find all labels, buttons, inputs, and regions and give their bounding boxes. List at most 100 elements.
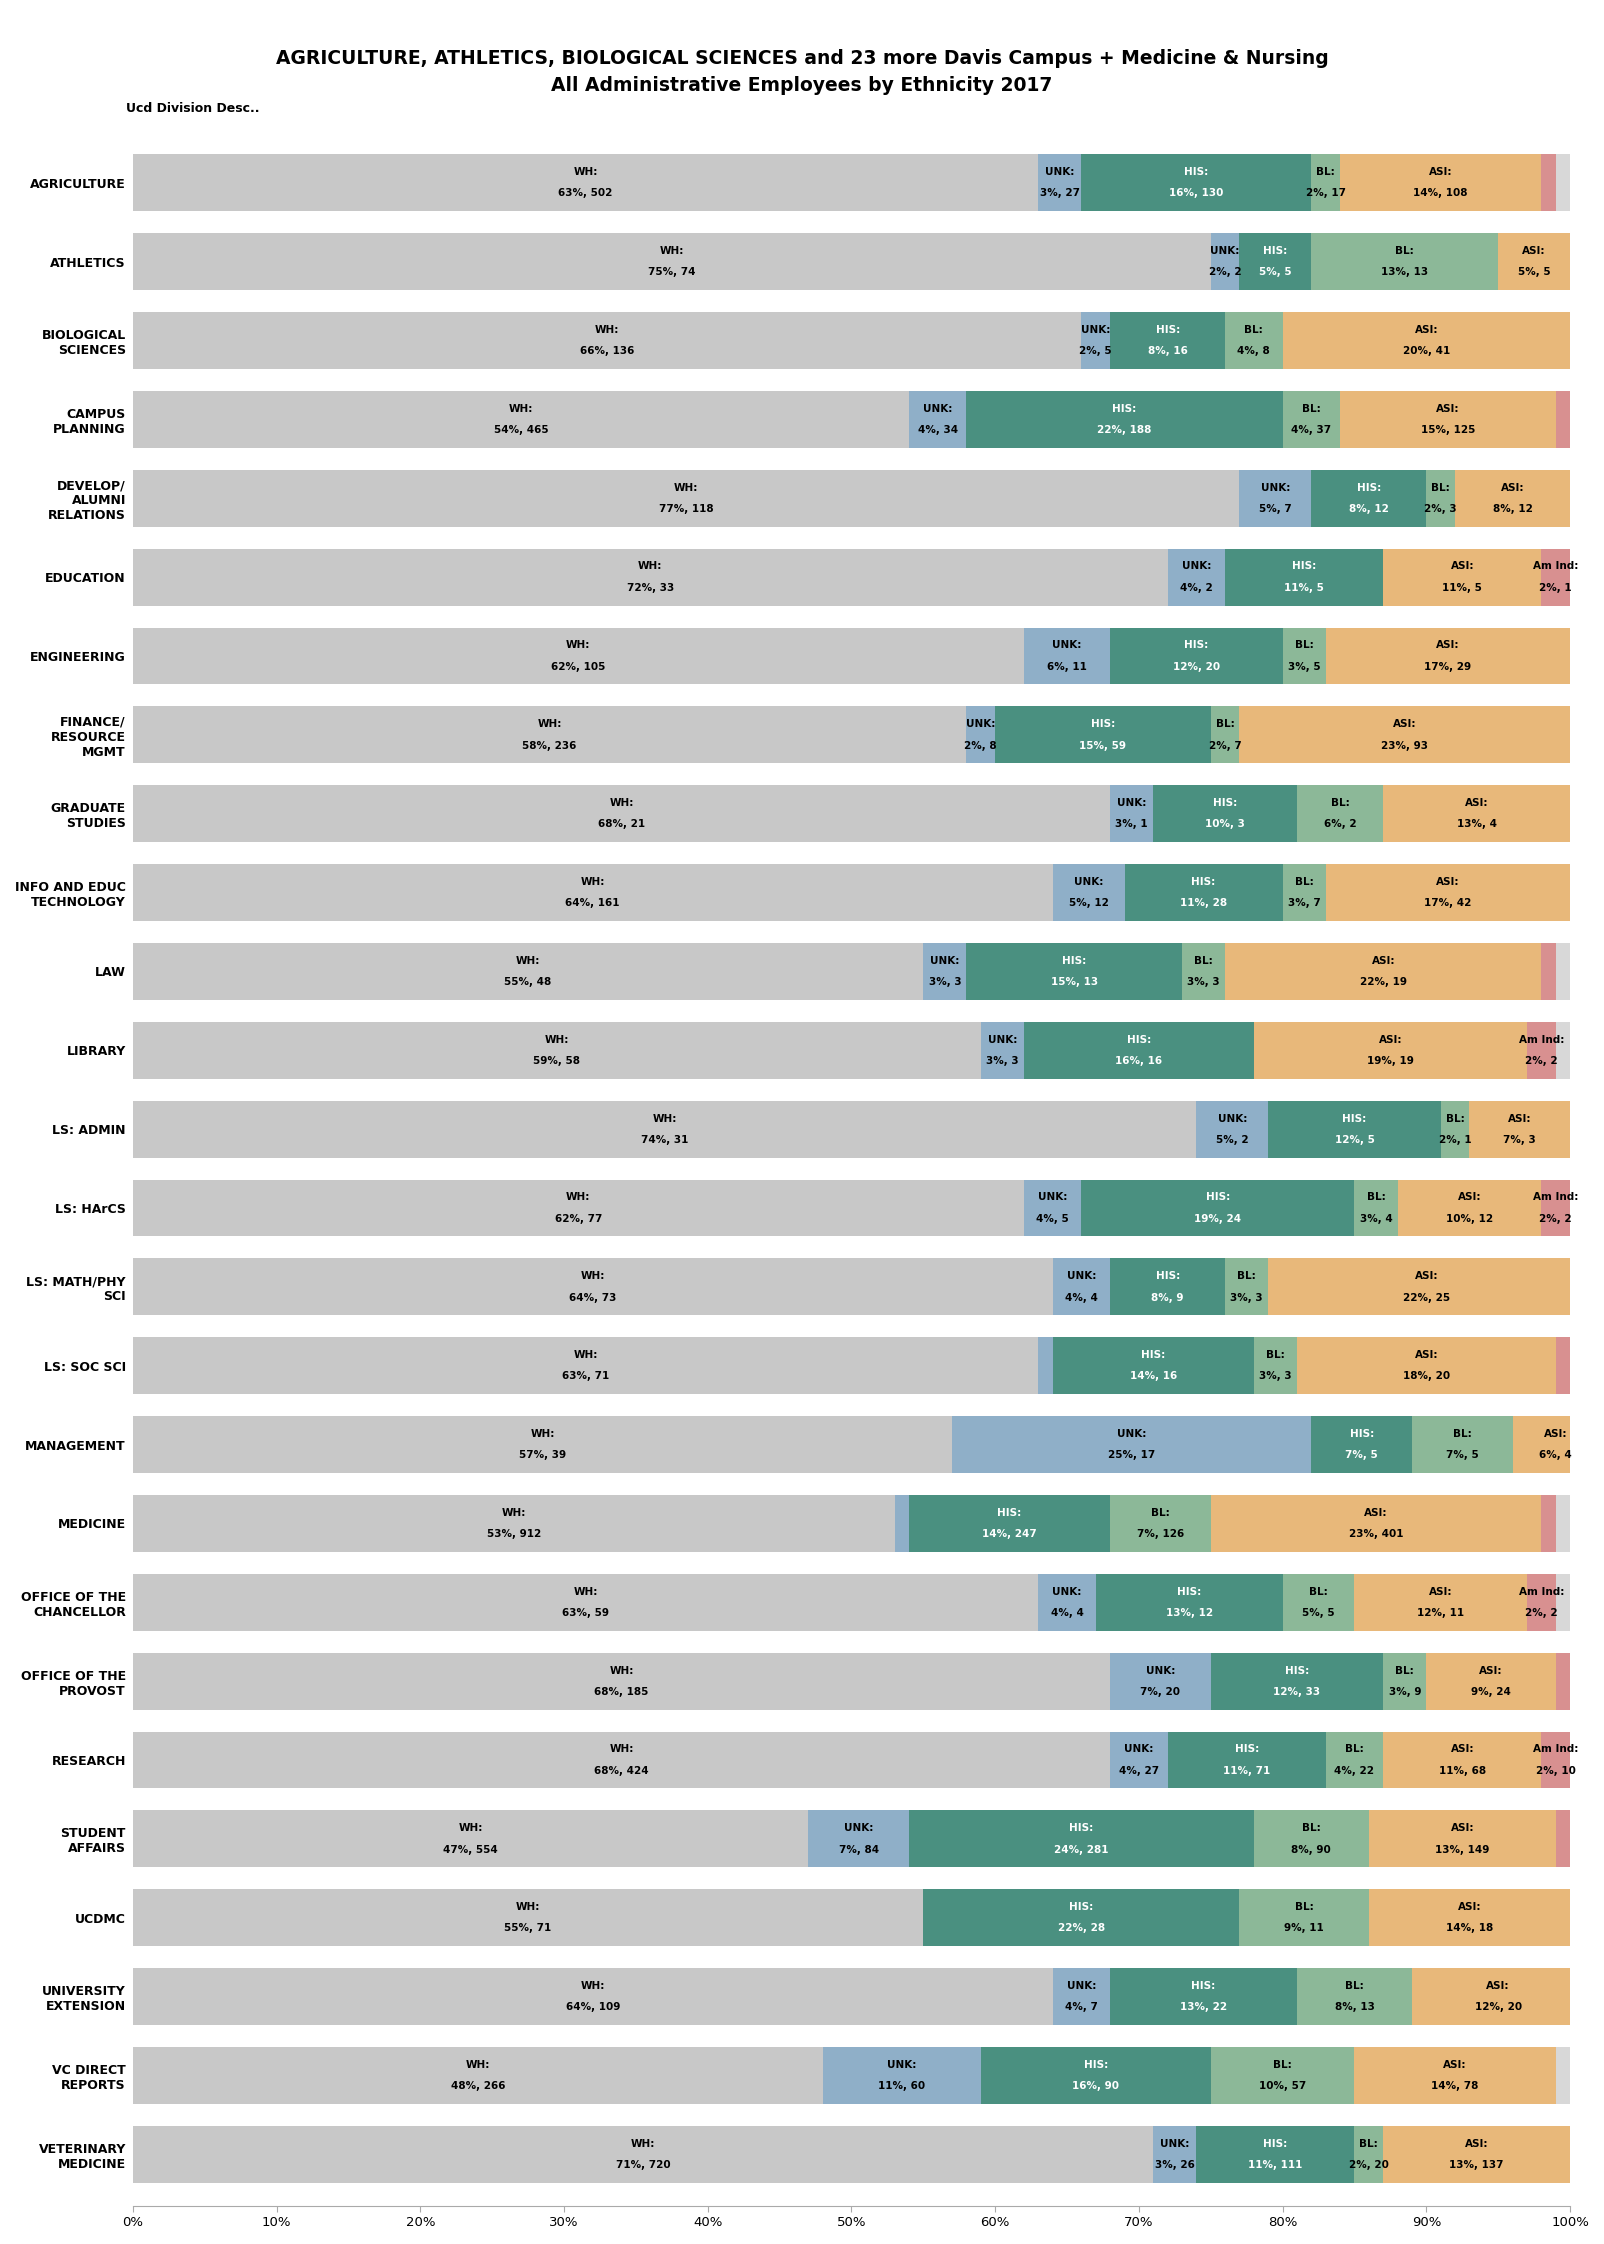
Bar (133, 1495, 895, 1553)
Text: AGRICULTURE, ATHLETICS, BIOLOGICAL SCIENCES and 23 more Davis Campus + Medicine : AGRICULTURE, ATHLETICS, BIOLOGICAL SCIEN… (276, 49, 1328, 67)
Text: 4%, 22: 4%, 22 (1335, 1766, 1375, 1775)
Bar (133, 942, 1570, 1001)
Text: ASI:: ASI: (1436, 640, 1460, 651)
Bar (1426, 1654, 1556, 1710)
Text: WH:: WH: (610, 1744, 634, 1755)
Bar (133, 1259, 1570, 1315)
Text: HIS:: HIS: (1264, 2139, 1288, 2150)
Text: ASI:: ASI: (1444, 2060, 1466, 2069)
Text: HIS:: HIS: (1070, 1822, 1094, 1833)
Bar (1368, 1811, 1556, 1867)
Text: 22%, 25: 22%, 25 (1404, 1293, 1450, 1302)
Bar (1339, 155, 1541, 211)
Bar (895, 1495, 909, 1553)
Text: 15%, 59: 15%, 59 (1079, 741, 1126, 749)
Text: 10%, 57: 10%, 57 (1259, 2080, 1306, 2091)
Bar (1469, 1102, 1570, 1158)
Text: ASI:: ASI: (1365, 1508, 1387, 1517)
Text: WH:: WH: (581, 1981, 605, 1990)
Bar (133, 2125, 1570, 2183)
Text: 13%, 4: 13%, 4 (1456, 819, 1497, 830)
Text: 3%, 5: 3%, 5 (1288, 662, 1320, 671)
Bar (133, 1654, 1110, 1710)
Text: ASI:: ASI: (1545, 1429, 1567, 1438)
Bar (1225, 1259, 1269, 1315)
Text: 12%, 20: 12%, 20 (1474, 2002, 1522, 2013)
Text: 14%, 16: 14%, 16 (1129, 1371, 1177, 1382)
Text: 8%, 12: 8%, 12 (1493, 505, 1532, 514)
Bar (1096, 1573, 1283, 1631)
Bar (133, 2047, 1570, 2105)
Text: 3%, 1: 3%, 1 (1115, 819, 1148, 830)
Bar (133, 942, 924, 1001)
Bar (133, 1889, 924, 1946)
Text: Am Ind:: Am Ind: (1519, 1587, 1564, 1598)
Bar (133, 390, 1570, 449)
Text: 3%, 26: 3%, 26 (1155, 2161, 1195, 2170)
Bar (1110, 785, 1153, 842)
Text: BL:: BL: (1302, 404, 1320, 413)
Text: UNK:: UNK: (844, 1822, 873, 1833)
Bar (133, 1180, 1023, 1236)
Bar (1023, 1021, 1254, 1079)
Text: 62%, 105: 62%, 105 (552, 662, 606, 671)
Text: 63%, 59: 63%, 59 (561, 1609, 610, 1618)
Text: 19%, 24: 19%, 24 (1195, 1214, 1241, 1223)
Bar (1081, 312, 1110, 368)
Bar (909, 390, 967, 449)
Text: WH:: WH: (508, 404, 533, 413)
Bar (924, 1889, 1240, 1946)
Bar (1283, 1573, 1354, 1631)
Text: 9%, 11: 9%, 11 (1285, 1923, 1323, 1934)
Bar (1153, 785, 1298, 842)
Bar (1197, 1102, 1269, 1158)
Bar (1354, 2125, 1383, 2183)
Text: 77%, 118: 77%, 118 (659, 505, 714, 514)
Bar (1339, 390, 1556, 449)
Text: HIS:: HIS: (1192, 1981, 1216, 1990)
Bar (1110, 1732, 1168, 1788)
Text: WH:: WH: (595, 325, 619, 334)
Text: HIS:: HIS: (1349, 1429, 1373, 1438)
Bar (1541, 1495, 1556, 1553)
Text: 74%, 31: 74%, 31 (642, 1135, 688, 1144)
Text: 3%, 3: 3%, 3 (929, 976, 961, 987)
Text: 64%, 73: 64%, 73 (569, 1293, 616, 1302)
Bar (1254, 1021, 1527, 1079)
Bar (1570, 1889, 1585, 1946)
Bar (133, 864, 1052, 920)
Text: 3%, 7: 3%, 7 (1288, 898, 1320, 909)
Text: BL:: BL: (1346, 1744, 1363, 1755)
Text: 6%, 2: 6%, 2 (1323, 819, 1357, 830)
Text: 2%, 20: 2%, 20 (1349, 2161, 1389, 2170)
Text: HIS:: HIS: (1126, 1034, 1152, 1046)
Text: HIS:: HIS: (1357, 482, 1381, 494)
Bar (133, 1968, 1052, 2024)
Bar (1225, 942, 1541, 1001)
Bar (1556, 1654, 1570, 1710)
Text: 2%, 2: 2%, 2 (1209, 267, 1241, 278)
Text: 17%, 42: 17%, 42 (1424, 898, 1471, 909)
Bar (133, 707, 1570, 763)
Text: 2%, 10: 2%, 10 (1535, 1766, 1575, 1775)
Bar (1240, 707, 1570, 763)
Bar (1052, 864, 1124, 920)
Bar (1440, 1102, 1469, 1158)
Bar (1197, 2125, 1354, 2183)
Text: 63%, 502: 63%, 502 (558, 188, 613, 197)
Bar (1541, 550, 1570, 606)
Text: 8%, 16: 8%, 16 (1148, 346, 1187, 357)
Bar (967, 707, 994, 763)
Text: 7%, 20: 7%, 20 (1140, 1687, 1181, 1696)
Text: WH:: WH: (638, 561, 662, 572)
Text: UNK:: UNK: (922, 404, 953, 413)
Bar (133, 1021, 980, 1079)
Text: BL:: BL: (1360, 2139, 1378, 2150)
Bar (1570, 864, 1585, 920)
Bar (808, 1811, 909, 1867)
Text: 11%, 60: 11%, 60 (877, 2080, 926, 2091)
Text: 11%, 71: 11%, 71 (1224, 1766, 1270, 1775)
Bar (133, 550, 1570, 606)
Text: WH:: WH: (566, 1192, 590, 1203)
Bar (1168, 1732, 1327, 1788)
